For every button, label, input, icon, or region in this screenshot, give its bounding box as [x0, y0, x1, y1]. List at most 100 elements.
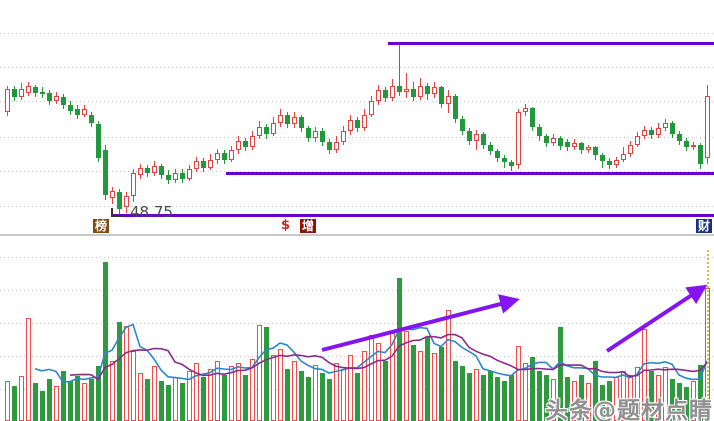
- volume-bar: [376, 343, 381, 421]
- candle: [698, 145, 703, 164]
- candle: [663, 123, 668, 128]
- volume-bar: [418, 351, 423, 421]
- gridline: [0, 290, 714, 291]
- volume-bar: [222, 375, 227, 421]
- volume-bar: [117, 322, 122, 421]
- candle: [96, 124, 101, 158]
- volume-bar: [264, 327, 269, 421]
- candle: [488, 145, 493, 151]
- volume-bar: [607, 381, 612, 421]
- candle: [166, 175, 171, 180]
- volume-bar: [481, 375, 486, 421]
- volume-bar: [460, 366, 465, 421]
- volume-bar: [334, 363, 339, 421]
- volume-bar: [82, 383, 87, 421]
- volume-bar: [544, 375, 549, 421]
- volume-bar: [285, 369, 290, 421]
- candle: [180, 173, 185, 179]
- volume-bar: [103, 262, 108, 421]
- candle: [320, 131, 325, 142]
- volume-bar: [565, 377, 570, 421]
- candle: [159, 166, 164, 175]
- support-mid: [226, 172, 714, 175]
- candle: [705, 96, 710, 158]
- candle: [306, 128, 311, 138]
- volume-bar: [152, 366, 157, 421]
- gridline: [0, 206, 714, 207]
- toolbar-badge-zeng[interactable]: 增: [300, 219, 317, 233]
- candle: [467, 131, 472, 141]
- volume-bar: [397, 278, 402, 421]
- toolbar-badge-money[interactable]: $: [281, 218, 291, 233]
- candle: [523, 108, 528, 112]
- volume-bar: [502, 381, 507, 421]
- candle: [341, 131, 346, 142]
- toolbar-badge-cai[interactable]: 财: [696, 219, 713, 233]
- gridline: [0, 257, 714, 258]
- candle: [460, 119, 465, 131]
- candle-wick: [399, 45, 400, 96]
- candle: [614, 160, 619, 165]
- candle: [334, 142, 339, 150]
- candle: [271, 123, 276, 134]
- candle: [621, 154, 626, 160]
- pane-divider: [0, 234, 714, 236]
- volume-bar: [537, 371, 542, 421]
- candle: [236, 141, 241, 150]
- candle: [516, 112, 521, 165]
- volume-bar: [348, 355, 353, 421]
- volume-bar: [327, 379, 332, 421]
- volume-bar: [530, 357, 535, 421]
- candle: [26, 86, 31, 93]
- candle: [131, 173, 136, 196]
- candle: [257, 127, 262, 136]
- volume-bar: [677, 383, 682, 421]
- watermark-text: 头条@题材点睛: [545, 398, 713, 421]
- candle-wick: [406, 73, 407, 98]
- candle: [432, 87, 437, 94]
- volume-bar: [649, 371, 654, 421]
- candle: [593, 147, 598, 155]
- volume-bar: [453, 361, 458, 421]
- candle: [502, 158, 507, 162]
- candle: [635, 136, 640, 145]
- candle: [173, 173, 178, 180]
- volume-bar: [600, 385, 605, 421]
- candle: [439, 87, 444, 104]
- candle: [481, 134, 486, 145]
- toolbar-badge-bang[interactable]: 榜: [93, 219, 110, 233]
- candle: [544, 136, 549, 143]
- candle: [355, 120, 360, 128]
- candle: [12, 89, 17, 97]
- volume-bar: [194, 363, 199, 421]
- volume-bar: [299, 371, 304, 421]
- candle: [684, 141, 689, 147]
- candle: [453, 96, 458, 119]
- candle: [495, 151, 500, 158]
- candle: [586, 147, 591, 150]
- candle: [642, 130, 647, 136]
- volume-bar: [488, 371, 493, 421]
- volume-bar: [201, 377, 206, 421]
- candle: [75, 109, 80, 115]
- candle: [299, 117, 304, 128]
- volume-bar: [180, 383, 185, 421]
- volume-bar: [670, 379, 675, 421]
- candle: [369, 101, 374, 115]
- candle: [418, 86, 423, 97]
- volume-bar: [271, 355, 276, 421]
- gridline: [0, 137, 714, 138]
- candle: [152, 166, 157, 173]
- candle: [558, 138, 563, 146]
- candle: [677, 134, 682, 141]
- candle: [187, 169, 192, 179]
- indicator-toolbar: 榜 $ 增 财: [0, 218, 714, 234]
- volume-bar: [145, 379, 150, 421]
- volume-bar: [684, 387, 689, 421]
- candle: [201, 161, 206, 168]
- candle: [68, 105, 73, 111]
- candle: [579, 143, 584, 150]
- candle: [138, 168, 143, 175]
- volume-bar: [61, 371, 66, 421]
- price-marker-tick: [111, 208, 124, 217]
